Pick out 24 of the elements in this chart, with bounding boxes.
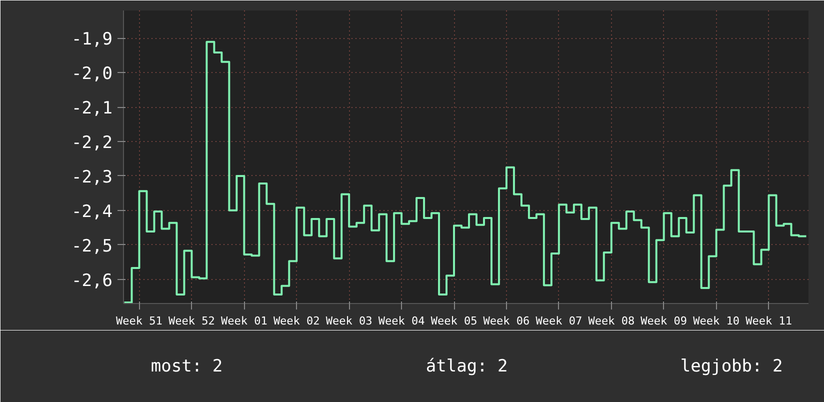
x-tick-label: Week 05 [430,314,478,328]
x-tick-label: Week 06 [483,314,530,328]
x-tick-label: Week 09 [640,314,688,328]
x-tick-label: Week 04 [378,314,426,328]
x-tick-label: Week 02 [273,314,320,328]
y-tick-label: -2,2 [72,132,113,153]
text: legjobb: 2 [680,356,783,376]
y-tick-label: -2,0 [72,64,113,84]
y-tick-label: -1,9 [72,30,113,50]
x-tick-label: Week 51 [116,314,162,328]
x-tick-label: Week 08 [588,314,635,328]
y-tick-label: -2,6 [72,270,113,291]
text: most: 2 [150,356,223,376]
x-tick-label: Week 01 [220,314,268,328]
y-tick-label: -2,3 [72,167,113,188]
x-tick-label: Week 03 [326,314,372,328]
y-tick-label: -2,5 [72,236,113,256]
y-tick-label: -2,1 [72,98,113,119]
x-tick-label: Week 52 [168,314,215,328]
x-tick-label: Week 11 [746,314,792,328]
x-tick-label: Week 07 [536,314,582,328]
x-tick-label: Week 10 [693,314,740,328]
y-tick-label: -2,4 [72,202,113,222]
text: átlag: 2 [426,356,508,376]
